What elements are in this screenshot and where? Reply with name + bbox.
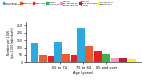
- Bar: [102, 54, 110, 62]
- Bar: [79, 58, 87, 62]
- Legend: Circulatory/
heart disease, Diabetes, Endocrine, Energy
conditions, Cancer
(mali: Circulatory/ heart disease, Diabetes, En…: [3, 1, 113, 6]
- X-axis label: Age (years): Age (years): [73, 71, 93, 75]
- Bar: [48, 56, 55, 62]
- Bar: [73, 61, 81, 62]
- Bar: [56, 58, 64, 62]
- Bar: [85, 46, 93, 62]
- Bar: [54, 42, 61, 62]
- Bar: [77, 28, 85, 62]
- Bar: [31, 43, 38, 62]
- Bar: [94, 51, 102, 62]
- Bar: [128, 59, 136, 62]
- Y-axis label: Number per 1,000
(per 1,000 individuals): Number per 1,000 (per 1,000 individuals): [7, 27, 15, 58]
- Bar: [71, 55, 79, 62]
- Bar: [39, 55, 47, 62]
- Bar: [88, 60, 95, 62]
- Bar: [64, 60, 72, 62]
- Bar: [111, 58, 119, 62]
- Bar: [96, 60, 104, 62]
- Bar: [119, 58, 127, 62]
- Bar: [62, 54, 70, 62]
